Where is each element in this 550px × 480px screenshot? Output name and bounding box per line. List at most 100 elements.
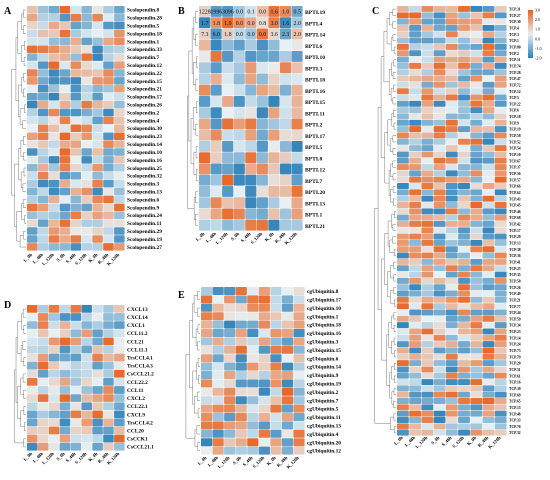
panel-a-heatmap-cell [37, 187, 49, 196]
panel-d-heatmap-cell [114, 329, 125, 338]
panel-e-heatmap-cell [212, 438, 224, 447]
panel-a-heatmap-cell [70, 211, 82, 219]
panel-a-label: A [4, 6, 12, 17]
panel-c-heatmap-cell [482, 360, 495, 367]
panel-a-heatmap-cell [81, 108, 92, 117]
panel-c-heatmap-cell [445, 372, 458, 379]
panel-c-heatmap-cell [494, 88, 507, 95]
panel-a-heatmap-cell [48, 29, 60, 38]
panel-d-heatmap-cell [48, 353, 60, 362]
panel-a-heatmap-cell [103, 124, 114, 133]
panel-e-heatmap-cell [293, 287, 305, 295]
panel-c-heatmap-cell [470, 410, 483, 417]
panel-d-heatmap-cell [70, 345, 82, 354]
panel-c-heatmap-cell [397, 195, 409, 202]
panel-c-heatmap-cell [409, 315, 422, 322]
panel-d-dendrogram-branch [22, 341, 26, 350]
panel-b-dendrogram-branch [187, 95, 195, 209]
panel-c-heatmap-cell [458, 366, 470, 373]
panel-e-heatmap-cell [201, 303, 213, 312]
panel-d-row-label: TrsCCL4.1 [127, 356, 153, 362]
panel-c-heatmap-cell [409, 423, 422, 430]
panel-e-row-label: cgUbiquitin.2 [307, 390, 339, 396]
panel-b-heatmap-cell [233, 6, 245, 17]
panel-a-heatmap-cell [70, 6, 82, 14]
panel-c-heatmap-cell [482, 328, 495, 335]
panel-c-heatmap-cell [397, 246, 409, 253]
panel-c-heatmap-cell [470, 88, 483, 95]
panel-c-heatmap-cell [433, 214, 446, 221]
panel-c-heatmap-cell [458, 189, 470, 196]
panel-c-heatmap-cell [433, 208, 446, 215]
panel-b-label: B [178, 6, 185, 17]
panel-b-heatmap-cell [256, 6, 268, 17]
panel-d-label: D [4, 300, 11, 311]
panel-a-heatmap-cell [59, 179, 71, 188]
panel-a-row-label: Scolopendin.15 [127, 79, 162, 85]
panel-a-heatmap-cell [92, 77, 103, 85]
panel-b-cell-value: 0.0 [236, 10, 243, 16]
panel-c-heatmap-cell [409, 176, 422, 183]
panel-c-heatmap-cell [458, 50, 470, 57]
panel-c-heatmap-cell [445, 239, 458, 246]
panel-d-row-label: CsCCK1 [127, 437, 148, 443]
panel-e-dendrogram-branch [192, 370, 197, 405]
panel-a-heatmap-cell [37, 100, 49, 109]
panel-d-heatmap-cell [27, 305, 38, 313]
panel-c-heatmap-cell [421, 62, 434, 69]
panel-c-heatmap-cell [458, 372, 470, 379]
panel-c-heatmap-cell [494, 145, 507, 152]
panel-a-heatmap-cell [92, 219, 103, 227]
panel-d-heatmap-cell [114, 337, 125, 346]
panel-b-heatmap-cell [291, 17, 303, 29]
panel-c-heatmap-cell [445, 366, 458, 373]
panel-c-heatmap-cell [421, 195, 434, 202]
panel-a-dendrogram-branch [23, 57, 26, 66]
panel-c-row-label: TCP.73 [509, 349, 521, 353]
panel-c-heatmap-cell [421, 322, 434, 329]
panel-b-cell-value: 3.6 [270, 32, 277, 38]
panel-d-heatmap-cell [92, 442, 103, 451]
panel-c-heatmap-cell [397, 132, 409, 139]
panel-b-column-label: S_120h [250, 231, 264, 245]
panel-c-heatmap-cell [494, 24, 507, 31]
panel-c-heatmap-cell [458, 157, 470, 164]
panel-b-heatmap-cell [256, 152, 268, 164]
panel-e-heatmap-cell [212, 379, 224, 388]
panel-c-heatmap-cell [397, 353, 409, 360]
panel-c-heatmap-cell [445, 417, 458, 423]
panel-e-heatmap-cell [235, 329, 247, 337]
panel-d-heatmap-cell [92, 329, 103, 338]
panel-c-heatmap-cell [433, 132, 446, 139]
panel-c-row-label: TCP.41 [509, 260, 521, 264]
panel-d-heatmap-cell [114, 378, 125, 386]
panel-c-heatmap-cell [494, 132, 507, 139]
panel-c-heatmap-cell [397, 379, 409, 386]
panel-a: A Scolopendin.8Scolopendin.28Scolopendin.… [4, 6, 162, 267]
panel-c-heatmap-cell [458, 132, 470, 139]
panel-e-dendrogram-branch [194, 396, 199, 414]
panel-e-heatmap-cell [270, 371, 282, 379]
panel-c-dendrogram-branch [392, 148, 396, 155]
panel-d-heatmap-cell [48, 329, 60, 338]
panel-e-heatmap-cell [224, 413, 236, 421]
panel-a-heatmap-cell [81, 219, 92, 227]
panel-c-heatmap-cell [482, 145, 495, 152]
panel-d-heatmap-cell [103, 434, 114, 443]
panel-e-heatmap-cell [247, 446, 259, 455]
panel-c-heatmap-cell [470, 164, 483, 171]
panel-c-heatmap-cell [470, 221, 483, 227]
panel-c-heatmap-cell [433, 404, 446, 411]
panel-b-heatmap-cell [245, 17, 257, 29]
panel-a-heatmap-cell [103, 92, 114, 101]
panel-c-heatmap-cell [494, 18, 507, 25]
panel-c-heatmap-cell [409, 227, 422, 234]
panel-c-heatmap-cell [470, 315, 483, 322]
panel-a-heatmap-cell [48, 108, 60, 117]
panel-c-dendrogram-branch [394, 375, 396, 383]
panel-a-heatmap-cell [27, 53, 38, 61]
panel-c-dendrogram-branch [393, 198, 396, 206]
panel-a-heatmap-cell [48, 235, 60, 243]
panel-e-row-label: cgUbiquitin.19 [307, 381, 341, 387]
panel-d-heatmap-cell [81, 378, 92, 386]
